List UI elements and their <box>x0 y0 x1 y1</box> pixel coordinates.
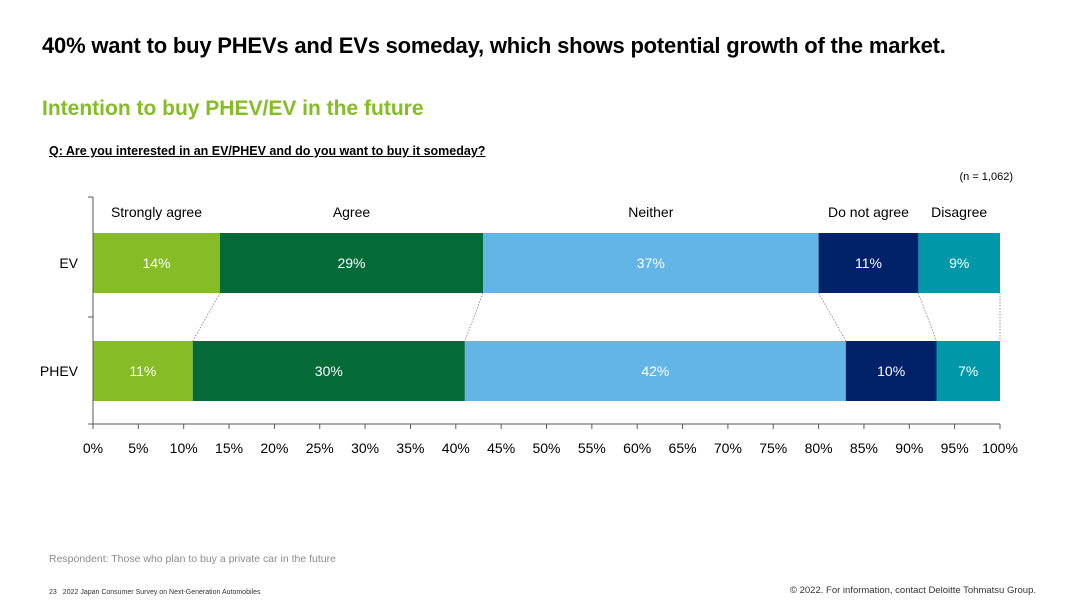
bar-phev-strongly-agree <box>93 341 193 401</box>
category-label-ev: EV <box>59 255 78 271</box>
x-tick-label: 55% <box>578 440 606 456</box>
bar-ev-do-not-agree <box>818 233 919 293</box>
chart-subtitle: Intention to buy PHEV/EV in the future <box>42 97 424 120</box>
x-tick-label: 35% <box>396 440 424 456</box>
x-tick-label: 50% <box>532 440 560 456</box>
legend-label-disagree: Disagree <box>931 204 987 220</box>
x-tick-label: 15% <box>215 440 243 456</box>
x-tick-label: 60% <box>623 440 651 456</box>
data-label-phev-strongly-agree: 11% <box>129 363 156 379</box>
x-tick-label: 10% <box>170 440 198 456</box>
footer-left: 23 2022 Japan Consumer Survey on Next-Gen… <box>49 589 266 596</box>
legend-label-strongly-agree: Strongly agree <box>111 204 202 220</box>
data-label-ev-do-not-agree: 11% <box>855 255 882 271</box>
sample-size-note: (n = 1,062) <box>959 171 1013 183</box>
series-connector-line <box>192 292 221 342</box>
page-number: 23 <box>49 589 57 596</box>
bar-ev-agree <box>219 233 484 293</box>
x-tick-label: 85% <box>850 440 878 456</box>
survey-question: Q: Are you interested in an EV/PHEV and … <box>49 144 486 158</box>
data-label-ev-agree: 29% <box>337 255 365 271</box>
x-tick-label: 30% <box>351 440 379 456</box>
respondent-note: Respondent: Those who plan to buy a priv… <box>49 553 336 565</box>
category-label-phev: PHEV <box>40 363 79 379</box>
x-tick-label: 90% <box>895 440 923 456</box>
report-name: 2022 Japan Consumer Survey on Next-Gener… <box>62 589 261 596</box>
legend-label-agree: Agree <box>333 204 371 220</box>
bar-phev-neither <box>464 341 846 401</box>
series-connector-line <box>464 292 484 342</box>
x-tick-label: 65% <box>669 440 697 456</box>
x-tick-label: 45% <box>487 440 515 456</box>
x-tick-label: 80% <box>805 440 833 456</box>
legend-label-do-not-agree: Do not agree <box>828 204 909 220</box>
data-label-ev-disagree: 9% <box>949 255 969 271</box>
x-tick-label: 70% <box>714 440 742 456</box>
x-tick-label: 0% <box>83 440 103 456</box>
data-label-ev-neither: 37% <box>637 255 665 271</box>
bar-phev-disagree <box>936 341 1000 401</box>
data-label-phev-agree: 30% <box>315 363 343 379</box>
x-tick-label: 40% <box>442 440 470 456</box>
headline: 40% want to buy PHEVs and EVs someday, w… <box>42 33 946 58</box>
legend-label-neither: Neither <box>628 204 673 220</box>
x-tick-label: 95% <box>941 440 969 456</box>
bar-phev-agree <box>192 341 465 401</box>
x-tick-label: 5% <box>128 440 148 456</box>
data-label-phev-disagree: 7% <box>958 363 978 379</box>
x-tick-label: 20% <box>260 440 288 456</box>
x-tick-label: 75% <box>759 440 787 456</box>
series-connector-line <box>818 292 847 342</box>
bar-ev-neither <box>483 233 819 293</box>
bar-ev-strongly-agree <box>93 233 220 293</box>
data-label-phev-do-not-agree: 10% <box>877 363 905 379</box>
x-tick-label: 100% <box>982 440 1018 456</box>
x-tick-label: 25% <box>306 440 334 456</box>
copyright-notice: © 2022. For information, contact Deloitt… <box>789 585 1036 596</box>
bar-ev-disagree <box>918 233 1000 293</box>
data-label-phev-neither: 42% <box>641 363 669 379</box>
bar-phev-do-not-agree <box>845 341 937 401</box>
series-connector-line <box>917 292 937 342</box>
data-label-ev-strongly-agree: 14% <box>142 255 170 271</box>
